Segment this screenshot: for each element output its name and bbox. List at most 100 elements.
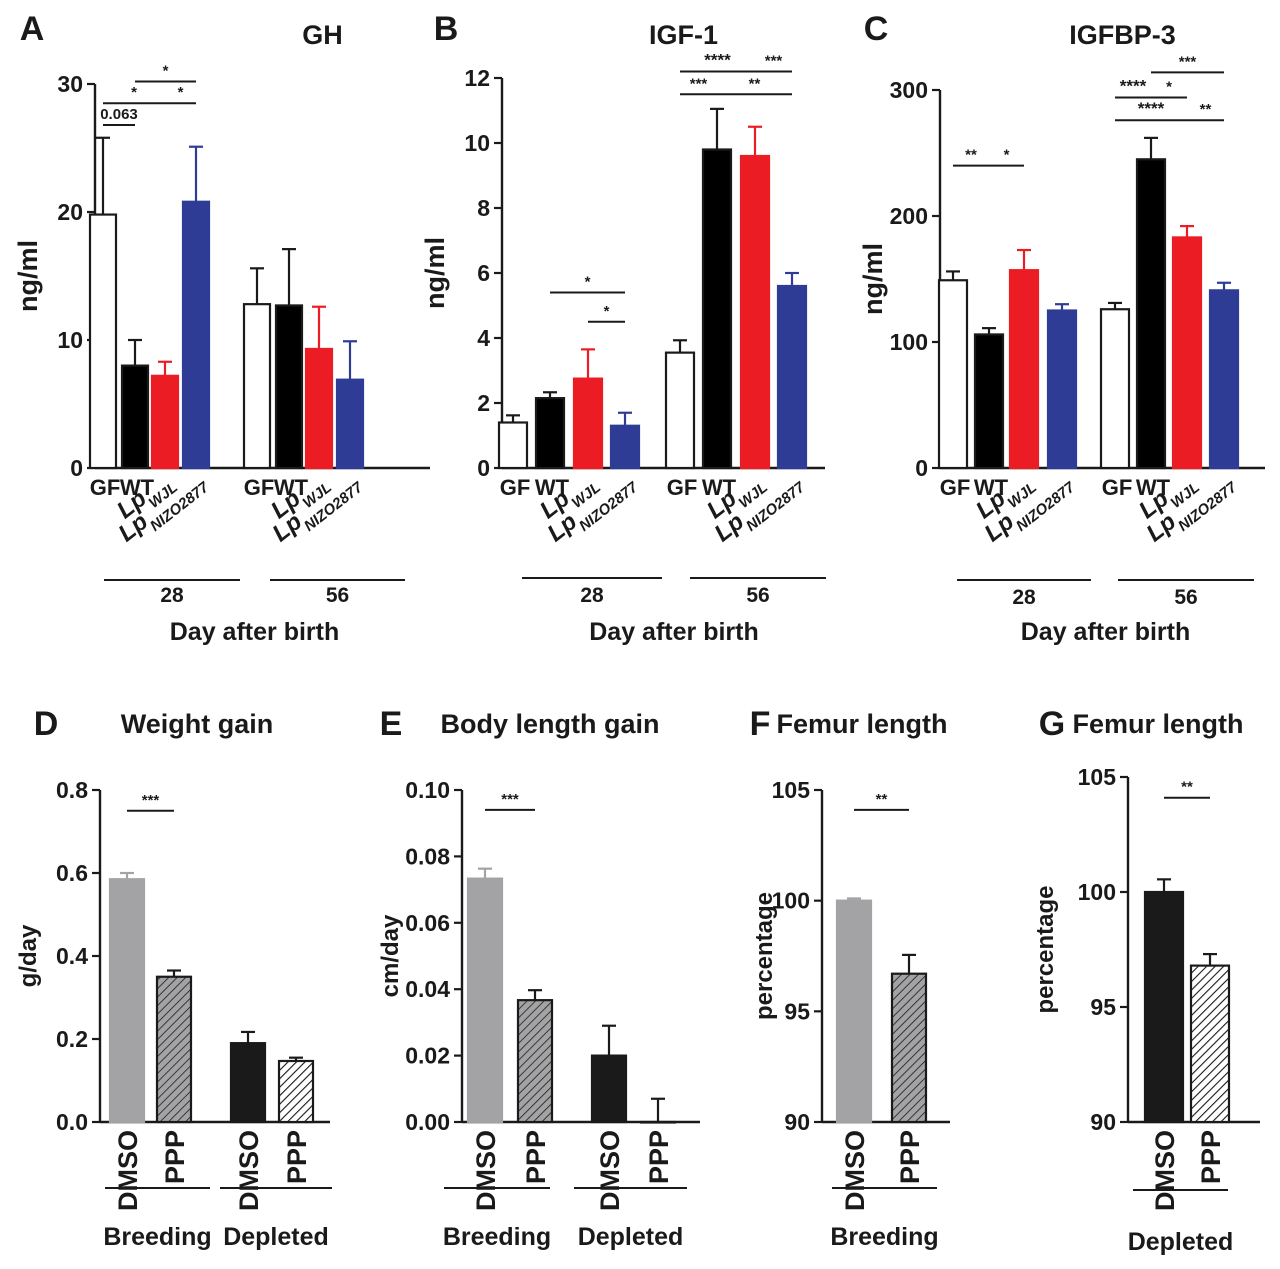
y-axis-label: g/day	[15, 924, 42, 987]
significance-label: 0.063	[100, 106, 138, 123]
bar	[890, 972, 928, 1124]
bar	[516, 999, 554, 1124]
bar	[1171, 236, 1203, 470]
x-category-label: DMSO	[471, 1130, 501, 1211]
x-category-label: PPP	[644, 1130, 674, 1184]
y-tick-label: 0.08	[405, 843, 450, 869]
y-tick-label: 90	[784, 1109, 810, 1135]
y-tick-label: 4	[477, 325, 490, 351]
group-label: 56	[746, 584, 769, 607]
y-tick-label: 0.4	[56, 943, 88, 969]
group-label: Breeding	[830, 1223, 938, 1251]
x-category-label: PPP	[521, 1130, 551, 1184]
y-axis-label: ng/ml	[13, 240, 43, 312]
x-category-label: GF	[244, 475, 275, 500]
bar	[1099, 308, 1131, 470]
group-label: 28	[160, 584, 184, 607]
y-axis-label: ng/ml	[420, 237, 450, 309]
y-axis-label: percentage	[1032, 885, 1059, 1013]
y-tick-label: 200	[890, 203, 928, 229]
y-tick-label: 0.04	[405, 976, 450, 1002]
x-category-label: GF	[1102, 475, 1133, 500]
panel-e: E Body length gain 0.00 0.02 0.04 0.06 0.08 0.1…	[377, 705, 700, 1251]
significance-label: *	[585, 274, 591, 291]
y-tick-label: 6	[477, 260, 490, 286]
y-tick-label: 300	[890, 77, 928, 103]
significance-label: *	[163, 62, 169, 79]
x-category-label: WT	[974, 475, 1009, 500]
panel-letter: F	[750, 705, 771, 743]
bar	[335, 378, 365, 470]
x-category-label: DMSO	[234, 1130, 264, 1211]
y-tick-label: 0	[70, 455, 83, 481]
significance-label: ***	[1179, 53, 1197, 70]
significance-label: **	[1200, 101, 1212, 118]
bar	[242, 303, 272, 470]
bar	[155, 975, 193, 1124]
x-category-label: PPP	[160, 1130, 190, 1184]
significance-label: ***	[690, 75, 708, 92]
y-tick-label: 10	[57, 327, 83, 353]
significance-label: ***	[765, 53, 783, 70]
bar	[277, 1059, 315, 1124]
x-axis-label: Day after birth	[1021, 618, 1190, 646]
panel-d: D Weight gain 0.0 0.2 0.4 0.6 0.8 g/day DMSO PPP B…	[15, 705, 332, 1251]
x-category-label: WT	[274, 475, 309, 500]
chart-title: Weight gain	[121, 709, 274, 739]
x-category-label: WT	[702, 475, 737, 500]
group-label: Breeding	[103, 1223, 211, 1251]
y-tick-label: 12	[464, 65, 490, 91]
y-tick-label: 0.06	[405, 910, 450, 936]
y-tick-label: 0.00	[405, 1109, 450, 1135]
bar	[1135, 158, 1167, 470]
panel-letter: A	[20, 10, 45, 48]
group-label: 56	[326, 584, 349, 607]
y-tick-label: 0.6	[56, 860, 88, 886]
significance-label: ***	[142, 792, 160, 809]
bar	[776, 284, 808, 470]
bar	[1189, 964, 1231, 1124]
x-category-label: PPP	[895, 1130, 925, 1184]
y-tick-label: 0	[915, 455, 928, 481]
bar	[609, 424, 641, 470]
x-category-label: DMSO	[840, 1130, 870, 1211]
y-tick-label: 100	[772, 888, 810, 914]
x-category-label: GF	[940, 475, 971, 500]
x-category-label: GF	[500, 475, 531, 500]
bar	[937, 279, 969, 470]
y-tick-label: 0.2	[56, 1026, 88, 1052]
panel-f: F Femur length 90 95 100 105 percentage DMSO PPP…	[750, 705, 950, 1251]
chart-title: GH	[302, 20, 343, 50]
y-tick-label: 105	[1078, 764, 1117, 790]
y-tick-label: 90	[1090, 1109, 1116, 1135]
panel-letter: B	[434, 10, 459, 48]
significance-label: ***	[501, 791, 519, 808]
bar	[534, 397, 566, 470]
x-category-label: GF	[90, 475, 121, 500]
bar	[590, 1054, 628, 1124]
y-tick-label: 2	[477, 390, 490, 416]
group-label: Depleted	[578, 1223, 684, 1251]
significance-label: ****	[704, 51, 731, 70]
y-axis-label: percentage	[751, 892, 778, 1020]
panel-letter: G	[1039, 705, 1065, 743]
x-category-label: WT	[120, 475, 155, 500]
bar	[229, 1042, 267, 1124]
bar	[304, 347, 334, 470]
y-tick-label: 0.10	[405, 777, 450, 803]
bar	[1208, 289, 1240, 470]
x-category-label: PPP	[282, 1130, 312, 1184]
y-tick-label: 95	[784, 998, 810, 1024]
bar	[973, 333, 1005, 470]
group-label: Depleted	[223, 1223, 329, 1251]
x-axis-label: Day after birth	[589, 618, 758, 646]
bar	[664, 351, 696, 470]
y-tick-label: 8	[477, 195, 490, 221]
bar	[1143, 890, 1185, 1124]
x-category-label: WT	[535, 475, 570, 500]
significance-label: *	[131, 84, 137, 101]
bar	[108, 878, 146, 1124]
bar	[572, 377, 604, 470]
